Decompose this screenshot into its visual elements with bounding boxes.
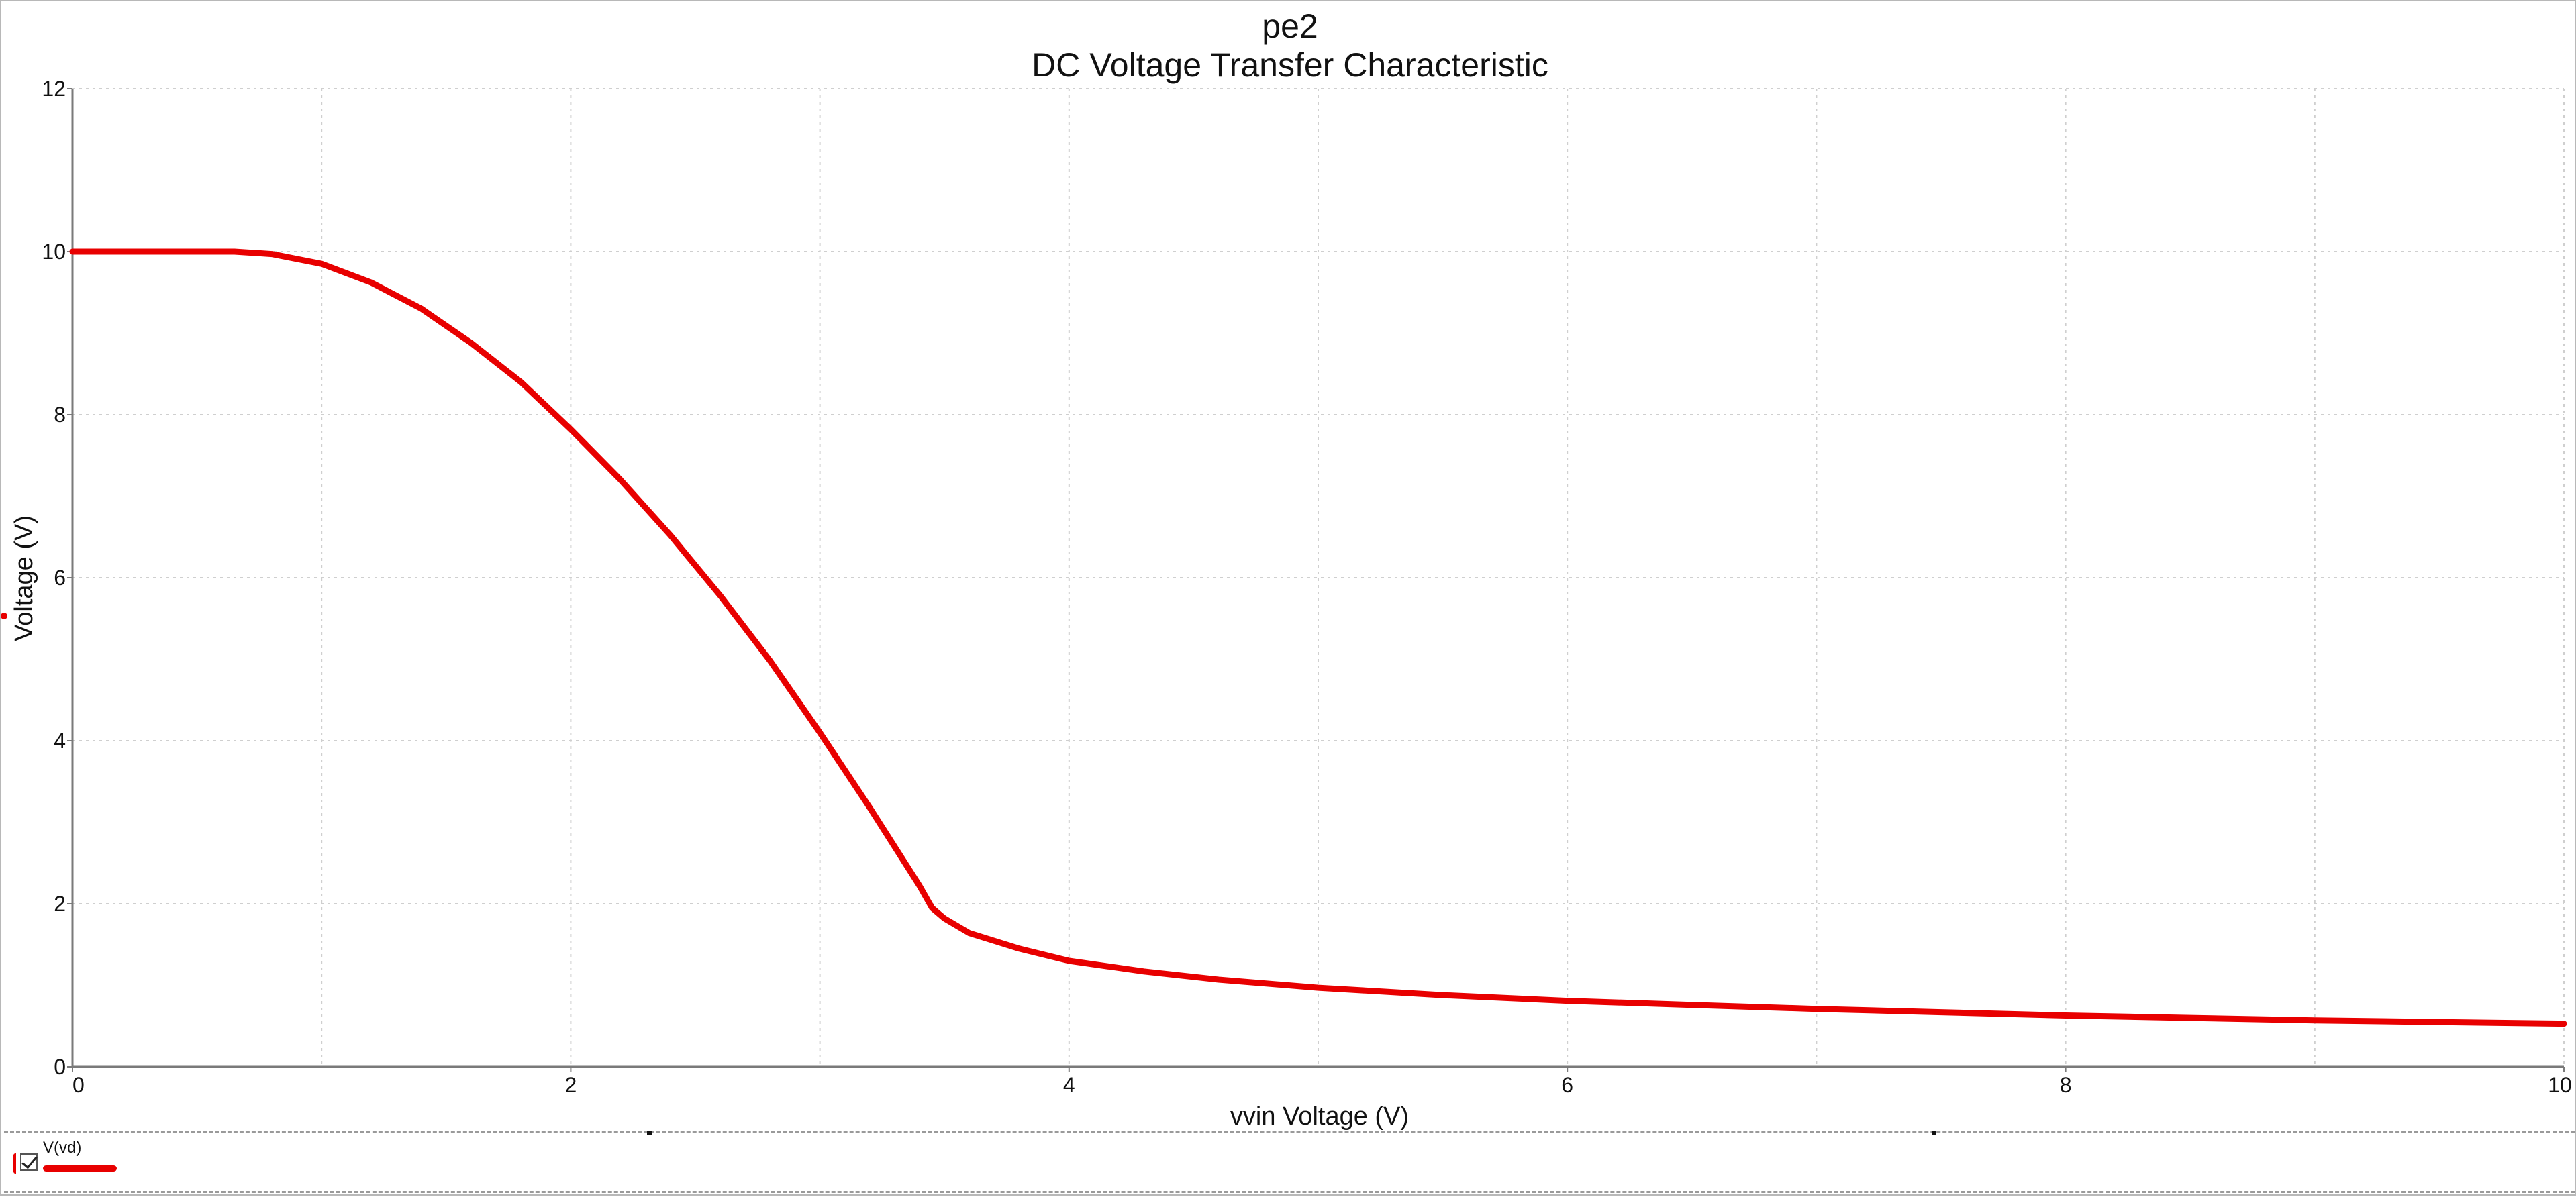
- y-tick-label: 0: [54, 1055, 66, 1079]
- legend-selection-marker: [13, 1153, 21, 1174]
- y-tick-label: 10: [42, 240, 66, 264]
- cursor-marker-a[interactable]: [647, 1131, 652, 1135]
- axes: [71, 89, 2564, 1068]
- y-tick-label: 2: [54, 892, 66, 916]
- y-tick-label: 8: [54, 403, 66, 427]
- y-tick-label: 12: [42, 76, 66, 101]
- x-tick-label: 8: [2060, 1073, 2072, 1097]
- x-tick-label: 6: [1561, 1073, 1573, 1097]
- legend-bar: V(vd): [4, 1131, 2575, 1193]
- chart-title: pe2: [1262, 7, 1318, 45]
- x-axis-label: vvin Voltage (V): [1230, 1102, 1409, 1131]
- x-tick-labels: 0 2 4 6 8 10: [72, 1067, 2572, 1097]
- legend-entry-vvd[interactable]: V(vd): [13, 1139, 188, 1179]
- y-axis-marker: [1, 613, 7, 619]
- y-tick-labels: 0 2 4 6 8 10 12: [42, 76, 72, 1079]
- legend-visibility-checkbox[interactable]: [20, 1152, 38, 1171]
- cursor-marker-b[interactable]: [1932, 1131, 1936, 1135]
- chart-subtitle: DC Voltage Transfer Characteristic: [1032, 46, 1548, 84]
- x-tick-label: 0: [72, 1073, 85, 1097]
- x-tick-label: 2: [565, 1073, 577, 1097]
- legend-label: V(vd): [43, 1139, 82, 1157]
- grid-lines: [72, 88, 2565, 1067]
- y-tick-label: 4: [54, 729, 66, 753]
- y-tick-label: 6: [54, 566, 66, 590]
- legend-swatch: [43, 1165, 117, 1172]
- y-axis-label: Voltage (V): [10, 515, 38, 641]
- series-line-vvd[interactable]: [69, 248, 2567, 1027]
- checkmark-icon: [21, 1152, 38, 1169]
- x-tick-label: 10: [2548, 1073, 2572, 1097]
- series-layer: [69, 248, 2567, 1027]
- x-tick-label: 4: [1063, 1073, 1075, 1097]
